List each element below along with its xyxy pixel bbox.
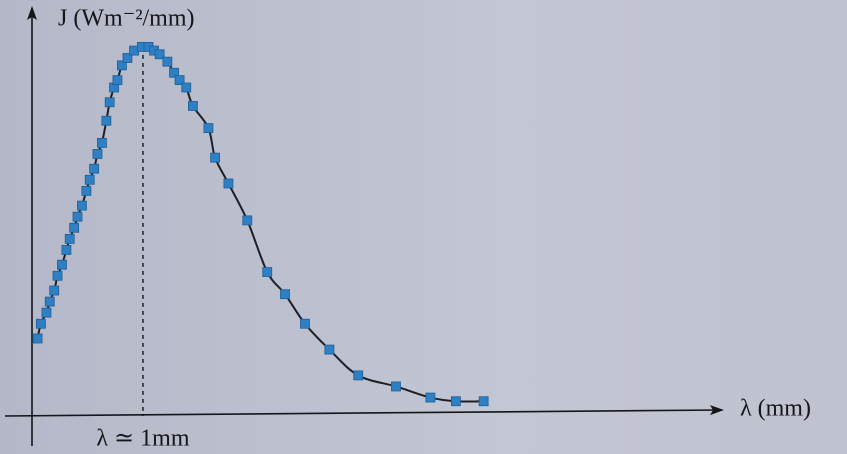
- data-point: [116, 60, 127, 71]
- data-point: [280, 289, 290, 300]
- data-point: [262, 267, 273, 277]
- data-point: [188, 101, 198, 111]
- data-point: [169, 67, 179, 78]
- data-point: [242, 215, 253, 226]
- y-axis-label: J (Wm⁻²/mm): [58, 6, 195, 32]
- data-point: [57, 259, 67, 270]
- data-point: [44, 296, 55, 307]
- data-point: [84, 174, 95, 185]
- data-point: [72, 211, 83, 222]
- x-axis: [4, 405, 724, 417]
- data-point: [92, 149, 103, 159]
- data-point: [223, 178, 234, 189]
- data-point: [203, 123, 214, 134]
- data-point: [353, 370, 364, 381]
- fit-curve: [36, 45, 484, 403]
- data-point: [162, 56, 173, 67]
- data-point: [89, 163, 100, 174]
- annotation-label: λ ≃ 1mm: [96, 426, 189, 452]
- x-axis-label: λ (mm): [740, 396, 811, 422]
- data-point: [41, 307, 52, 318]
- data-point: [450, 396, 461, 407]
- data-point: [52, 270, 63, 281]
- data-point: [97, 137, 107, 148]
- data-point: [35, 318, 46, 329]
- data-point: [122, 53, 133, 63]
- data-point: [324, 344, 335, 355]
- data-point: [77, 200, 87, 211]
- data-point: [64, 233, 75, 244]
- data-point: [49, 285, 60, 296]
- data-point: [81, 185, 92, 196]
- data-point: [112, 75, 123, 86]
- data-point: [32, 333, 43, 344]
- data-point: [154, 49, 165, 60]
- data-point: [300, 318, 310, 329]
- data-point: [101, 115, 112, 126]
- data-point: [478, 396, 489, 407]
- data-point: [181, 82, 192, 93]
- data-point: [69, 222, 80, 233]
- data-point: [210, 152, 220, 163]
- data-point: [425, 392, 436, 403]
- data-point: [391, 381, 401, 392]
- data-point: [61, 245, 72, 255]
- data-point: [104, 97, 115, 108]
- data-point: [174, 75, 185, 86]
